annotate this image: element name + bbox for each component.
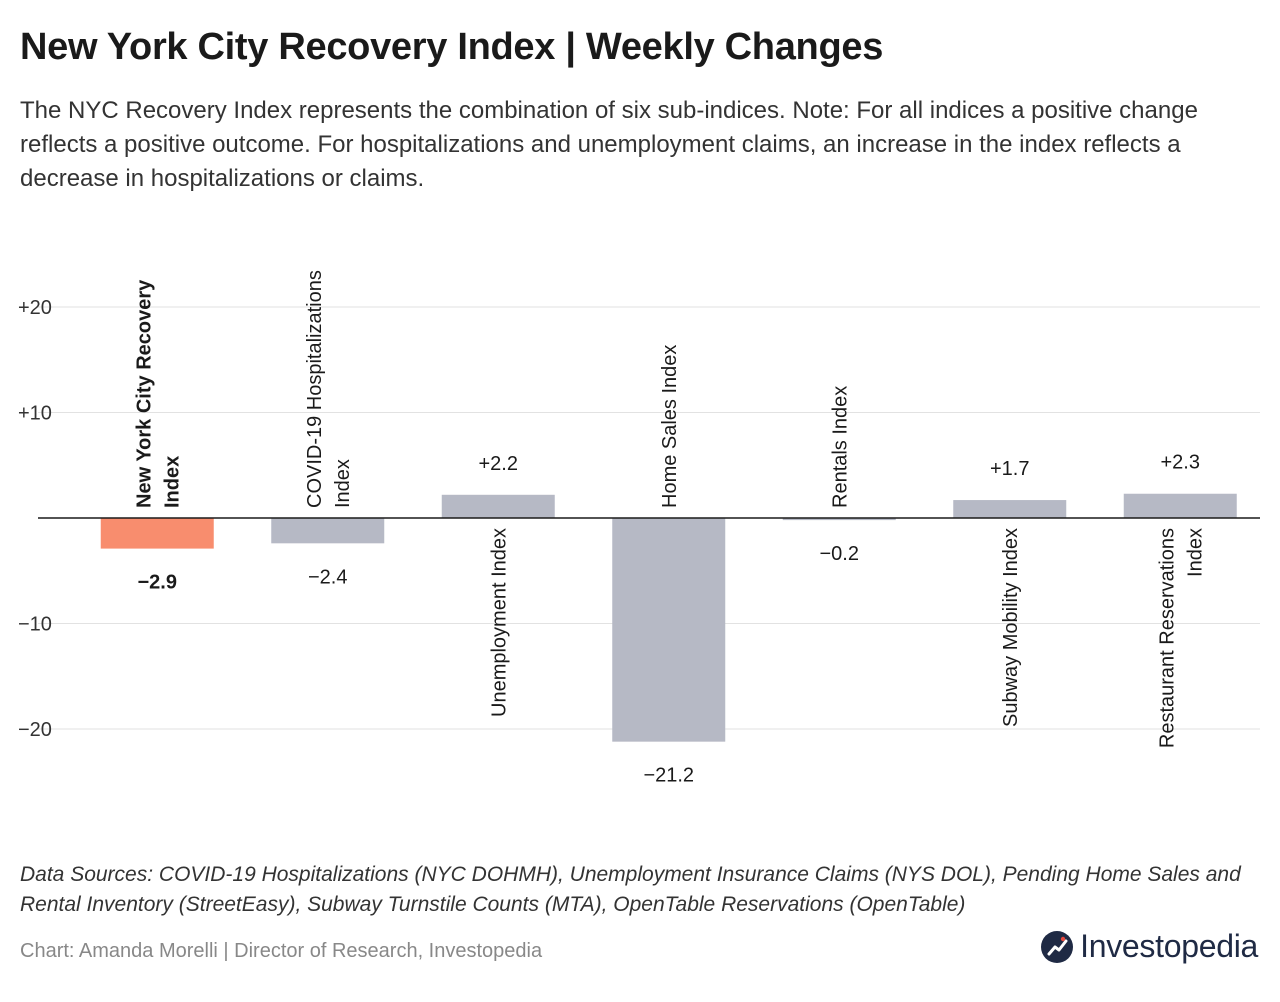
y-tick-label: +10 bbox=[18, 403, 52, 425]
value-label: −2.9 bbox=[138, 572, 177, 594]
category-label: COVID-19 Hospitalizations Index bbox=[304, 270, 354, 508]
investopedia-logo-icon bbox=[1040, 930, 1074, 964]
category-label: Restaurant Reservations Index bbox=[1156, 528, 1206, 748]
category-label-line: Index bbox=[1184, 528, 1206, 577]
category-label-line: Restaurant Reservations bbox=[1156, 528, 1178, 748]
y-tick-label: −20 bbox=[18, 719, 52, 741]
category-label: Rentals Index bbox=[829, 386, 851, 508]
value-label: +2.3 bbox=[1161, 452, 1200, 474]
chart-credit: Chart: Amanda Morelli | Director of Rese… bbox=[20, 940, 543, 962]
category-label: Home Sales Index bbox=[659, 345, 681, 508]
bar bbox=[441, 494, 555, 518]
category-label-line: Index bbox=[161, 456, 183, 508]
category-label-line: Rentals Index bbox=[829, 386, 851, 508]
value-label: +1.7 bbox=[990, 458, 1029, 480]
category-label: New York City Recovery Index bbox=[133, 279, 183, 508]
category-label-line: Subway Mobility Index bbox=[1000, 528, 1022, 727]
value-label: −21.2 bbox=[643, 765, 694, 787]
bar bbox=[612, 518, 726, 742]
category-label-line: Unemployment Index bbox=[488, 528, 510, 717]
bar-chart: +20 +10 −10 −20 −2.9 New York City Recovery In… bbox=[18, 270, 1260, 787]
y-tick-label: +20 bbox=[18, 297, 52, 319]
bar bbox=[100, 518, 214, 549]
data-sources-note: Data Sources: COVID-19 Hospitalizations … bbox=[20, 863, 1241, 916]
bar bbox=[782, 518, 896, 521]
value-label: −0.2 bbox=[820, 543, 859, 565]
bar bbox=[271, 518, 385, 544]
value-label: +2.2 bbox=[479, 453, 518, 475]
chart-subtitle: The NYC Recovery Index represents the co… bbox=[20, 97, 1198, 192]
category-label-line: New York City Recovery bbox=[133, 279, 155, 508]
category-label-line: Home Sales Index bbox=[659, 345, 681, 508]
category-label: Unemployment Index bbox=[488, 528, 510, 717]
y-tick-label: −10 bbox=[18, 614, 52, 636]
logo-wordmark: Investopedia bbox=[1080, 928, 1258, 964]
chart-title: New York City Recovery Index | Weekly Ch… bbox=[20, 26, 884, 68]
bar bbox=[953, 500, 1067, 518]
category-label-line: Index bbox=[332, 459, 354, 508]
investopedia-logo: Investopedia bbox=[1040, 928, 1258, 965]
category-label-line: COVID-19 Hospitalizations bbox=[304, 270, 326, 508]
category-label: Subway Mobility Index bbox=[1000, 528, 1022, 727]
bar bbox=[1123, 493, 1237, 518]
value-label: −2.4 bbox=[308, 566, 347, 588]
